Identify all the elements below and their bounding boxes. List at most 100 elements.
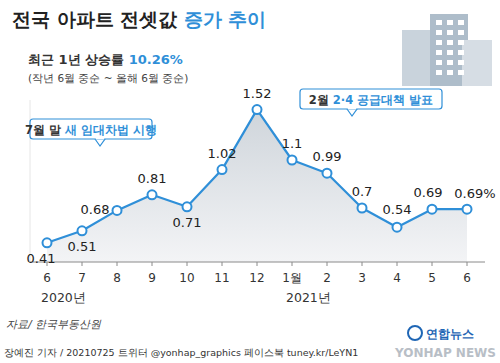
text-part: 2월 bbox=[309, 93, 333, 107]
x-tick bbox=[222, 262, 223, 266]
point bbox=[288, 156, 297, 165]
window bbox=[458, 40, 464, 45]
window bbox=[447, 50, 453, 55]
x-tick-label: 8 bbox=[113, 271, 121, 285]
x-tick bbox=[292, 262, 293, 266]
plot bbox=[43, 105, 472, 262]
point bbox=[463, 205, 472, 214]
text-part: 10.26% bbox=[129, 52, 183, 67]
x-tick bbox=[467, 262, 468, 266]
annotation: 7월 말 새 임대차법 시행 bbox=[25, 119, 157, 146]
logo-mark bbox=[408, 326, 422, 340]
window bbox=[436, 40, 442, 45]
source: 자료/ 한국부동산원 bbox=[6, 318, 102, 331]
window bbox=[458, 50, 464, 55]
point bbox=[428, 205, 437, 214]
line bbox=[47, 110, 467, 243]
annotation-tail bbox=[347, 109, 357, 116]
point bbox=[43, 238, 52, 247]
window bbox=[436, 50, 442, 55]
data-label: 0.81 bbox=[138, 171, 167, 186]
text-part: 7월 말 bbox=[25, 123, 65, 137]
text-part: 새 임대차법 시행 bbox=[64, 123, 157, 137]
x-tick-label: 9 bbox=[148, 271, 156, 285]
text-part: 최근 1년 상승률 bbox=[28, 52, 129, 67]
x-tick-label: 7 bbox=[78, 271, 86, 285]
x-tick bbox=[397, 262, 398, 266]
point bbox=[253, 105, 262, 114]
point bbox=[78, 226, 87, 235]
x-tick bbox=[82, 262, 83, 266]
x-tick-label: 2 bbox=[323, 271, 331, 285]
text-part: 증가 추이 bbox=[184, 8, 267, 30]
year-label: 2021년 bbox=[286, 290, 331, 305]
point bbox=[113, 206, 122, 215]
data-label: 0.68 bbox=[81, 202, 110, 217]
window bbox=[447, 20, 453, 25]
data-label: 0.71 bbox=[173, 215, 202, 230]
subtitle: 최근 1년 상승률 10.26% bbox=[28, 52, 183, 67]
chart: 전국 아파트 전셋값 증가 추이최근 1년 상승률 10.26% (작년 6월 중… bbox=[0, 0, 500, 363]
year-label: 2020년 bbox=[41, 290, 86, 305]
data-label: 0.54 bbox=[383, 202, 412, 217]
point bbox=[148, 190, 157, 199]
data-label: 0.51 bbox=[68, 239, 97, 254]
x-tick-label: 11 bbox=[214, 271, 229, 285]
x-tick bbox=[327, 262, 328, 266]
data-label: 0.69% bbox=[454, 186, 495, 201]
window bbox=[458, 20, 464, 25]
x-tick bbox=[117, 262, 118, 266]
data-label: 0.41 bbox=[27, 251, 56, 266]
x-tick bbox=[257, 262, 258, 266]
text-part: 전국 아파트 전셋값 bbox=[12, 8, 184, 30]
x-tick bbox=[432, 262, 433, 266]
annotation-tail bbox=[95, 139, 105, 146]
x-tick bbox=[187, 262, 188, 266]
x-tick bbox=[362, 262, 363, 266]
annotation-joint bbox=[96, 138, 104, 140]
background bbox=[0, 0, 500, 363]
note: (작년 6월 중순 ~ 올해 6월 중순) bbox=[28, 72, 188, 84]
window bbox=[436, 30, 442, 35]
point bbox=[393, 223, 402, 232]
window bbox=[436, 60, 442, 65]
text-part: 2·4 공급대책 발표 bbox=[333, 93, 433, 107]
x-tick-label: 5 bbox=[428, 271, 436, 285]
point bbox=[323, 169, 332, 178]
x-tick-label: 12 bbox=[249, 271, 264, 285]
window bbox=[447, 70, 453, 75]
credit: 장예진 기자 / 20210725 트위터 @yonhap_graphics 페… bbox=[4, 347, 358, 358]
point bbox=[183, 202, 192, 211]
x-tick-label: 10 bbox=[179, 271, 194, 285]
watermark: YONHAP NEWS bbox=[394, 346, 496, 360]
x-tick-label: 4 bbox=[393, 271, 401, 285]
data-label: 1.02 bbox=[208, 146, 237, 161]
x-tick-label: 1월 bbox=[282, 271, 302, 285]
x-tick-label: 6 bbox=[43, 271, 51, 285]
x-tick-label: 6 bbox=[463, 271, 471, 285]
area bbox=[47, 110, 467, 262]
logo: 연합뉴스 bbox=[426, 327, 474, 341]
window bbox=[447, 30, 453, 35]
annotation: 2월 2·4 공급대책 발표 bbox=[300, 89, 442, 116]
annotation-box bbox=[300, 89, 442, 109]
window bbox=[436, 70, 442, 75]
annotation-text: 7월 말 새 임대차법 시행 bbox=[25, 123, 157, 137]
decoration bbox=[402, 14, 492, 86]
title: 전국 아파트 전셋값 증가 추이 bbox=[12, 8, 266, 30]
window bbox=[458, 30, 464, 35]
annotation-text: 2월 2·4 공급대책 발표 bbox=[309, 93, 433, 107]
window bbox=[458, 60, 464, 65]
data-label: 0.99 bbox=[313, 149, 342, 164]
x-tick bbox=[152, 262, 153, 266]
annotation-joint bbox=[348, 108, 356, 110]
building bbox=[462, 40, 492, 86]
data-label: 0.69 bbox=[414, 185, 443, 200]
point bbox=[358, 204, 367, 213]
point bbox=[218, 165, 227, 174]
window bbox=[447, 40, 453, 45]
data-label: 1.52 bbox=[243, 86, 272, 101]
window bbox=[436, 20, 442, 25]
window bbox=[447, 60, 453, 65]
data-label: 1.1 bbox=[282, 136, 303, 151]
